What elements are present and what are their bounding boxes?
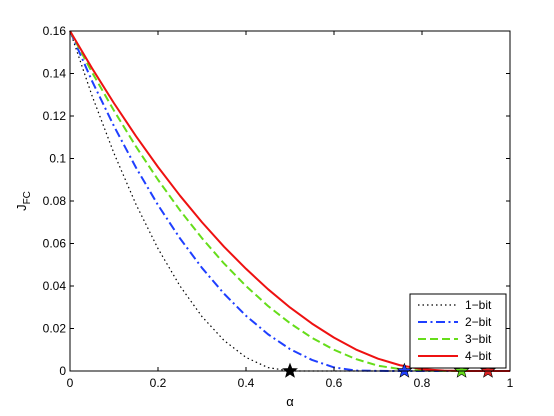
y-axis-label-sub: FC [22, 191, 33, 204]
threshold-star-3 [453, 362, 470, 378]
y-tick-label: 0.04 [43, 279, 67, 293]
y-tick-label: 0.1 [49, 152, 66, 166]
y-tick-label: 0 [59, 364, 66, 378]
x-axis-ticks: 0 0.2 0.4 0.6 0.8 1 [67, 31, 514, 390]
marker-layer [282, 362, 496, 378]
y-axis-ticks: 0 0.02 0.04 0.06 0.08 0.1 0.12 0.14 0.16 [43, 24, 510, 378]
x-tick-label: 1 [507, 376, 514, 390]
series-line-4 [69, 30, 510, 372]
x-tick-label: 0.2 [150, 376, 167, 390]
x-tick-label: 0.4 [238, 376, 255, 390]
series-line-1 [69, 30, 510, 372]
y-tick-label: 0.12 [43, 109, 67, 123]
x-tick-label: 0 [67, 376, 74, 390]
legend-label-2: 2−bit [465, 315, 492, 329]
series-line-3 [69, 30, 510, 372]
threshold-star-1 [282, 362, 298, 378]
threshold-star-2 [396, 362, 413, 378]
y-tick-label: 0.14 [43, 67, 67, 81]
legend: 1−bit 2−bit 3−bit 4−bit [409, 293, 507, 369]
y-tick-label: 0.16 [43, 24, 67, 38]
y-tick-label: 0.08 [43, 194, 67, 208]
x-tick-label: 0.8 [414, 376, 431, 390]
legend-label-3: 3−bit [465, 332, 492, 346]
y-tick-label: 0.02 [43, 322, 67, 336]
legend-label-4: 4−bit [465, 349, 492, 363]
y-tick-label: 0.06 [43, 237, 67, 251]
y-axis-label: JFC [14, 191, 33, 211]
legend-label-1: 1−bit [465, 298, 492, 312]
y-axis-label-main: J [14, 204, 29, 211]
threshold-star-4 [480, 362, 496, 378]
x-tick-label: 0.6 [326, 376, 343, 390]
x-axis-label: α [286, 394, 294, 409]
